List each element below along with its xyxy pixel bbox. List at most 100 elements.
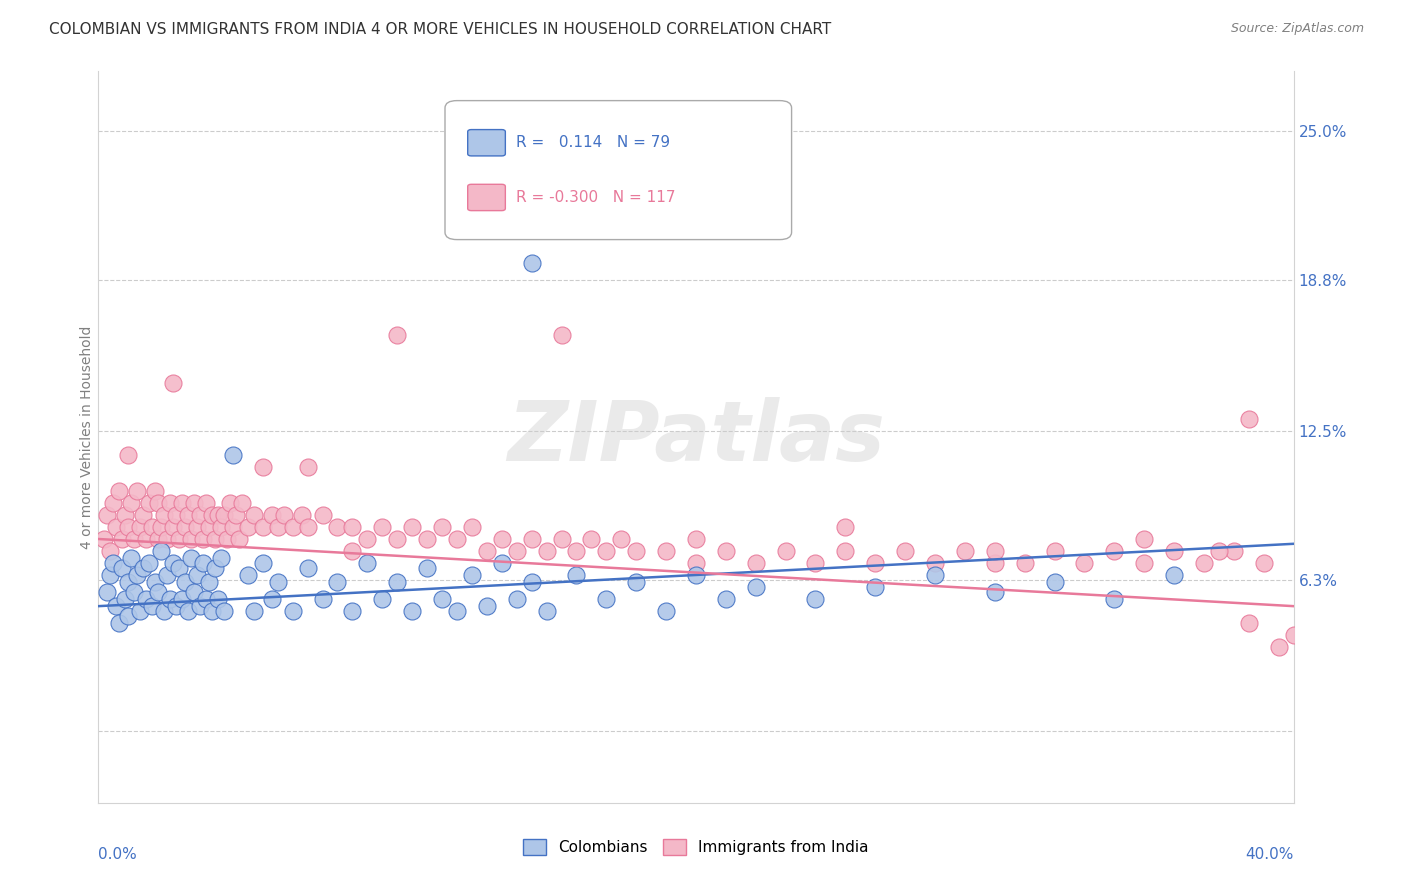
Point bbox=[180, 551, 202, 566]
Point bbox=[114, 508, 136, 522]
Point bbox=[172, 591, 194, 606]
Point bbox=[1267, 640, 1289, 654]
Point bbox=[162, 520, 184, 534]
Point bbox=[804, 556, 827, 570]
Point bbox=[156, 568, 179, 582]
Point bbox=[550, 328, 572, 343]
Point bbox=[714, 591, 737, 606]
Point bbox=[565, 568, 588, 582]
Point bbox=[120, 551, 142, 566]
Point bbox=[446, 604, 468, 618]
Point bbox=[730, 208, 752, 222]
Point bbox=[108, 615, 131, 630]
Point bbox=[924, 568, 946, 582]
Point bbox=[209, 551, 232, 566]
Point bbox=[356, 532, 378, 546]
Point bbox=[129, 520, 152, 534]
Point bbox=[105, 520, 128, 534]
Point bbox=[117, 448, 139, 462]
Point bbox=[183, 584, 205, 599]
Point bbox=[222, 520, 245, 534]
Point bbox=[1237, 412, 1260, 426]
Point bbox=[177, 508, 200, 522]
Point bbox=[219, 496, 242, 510]
Point bbox=[1073, 556, 1095, 570]
Point bbox=[1043, 544, 1066, 558]
Point bbox=[834, 544, 856, 558]
Point bbox=[342, 544, 364, 558]
Y-axis label: 4 or more Vehicles in Household: 4 or more Vehicles in Household bbox=[80, 326, 94, 549]
Point bbox=[188, 508, 211, 522]
Point bbox=[267, 575, 290, 590]
Point bbox=[626, 544, 648, 558]
Point bbox=[127, 568, 149, 582]
Point bbox=[225, 508, 247, 522]
Point bbox=[894, 544, 917, 558]
FancyBboxPatch shape bbox=[468, 129, 505, 156]
Point bbox=[252, 460, 274, 475]
Point bbox=[984, 584, 1007, 599]
Point bbox=[491, 532, 513, 546]
Point bbox=[177, 604, 200, 618]
Point bbox=[550, 532, 572, 546]
Text: COLOMBIAN VS IMMIGRANTS FROM INDIA 4 OR MORE VEHICLES IN HOUSEHOLD CORRELATION C: COLOMBIAN VS IMMIGRANTS FROM INDIA 4 OR … bbox=[49, 22, 831, 37]
Point bbox=[297, 460, 319, 475]
Point bbox=[446, 532, 468, 546]
Point bbox=[165, 599, 187, 614]
Point bbox=[506, 591, 529, 606]
Point bbox=[267, 520, 290, 534]
Point bbox=[655, 604, 678, 618]
Point bbox=[188, 599, 211, 614]
Point bbox=[98, 568, 122, 582]
Point bbox=[174, 575, 197, 590]
Point bbox=[1133, 532, 1156, 546]
Point bbox=[150, 520, 173, 534]
Point bbox=[135, 532, 157, 546]
Point bbox=[243, 508, 266, 522]
Point bbox=[1208, 544, 1230, 558]
Point bbox=[143, 575, 166, 590]
Point bbox=[297, 520, 319, 534]
Point bbox=[475, 599, 498, 614]
Point bbox=[865, 556, 887, 570]
Point bbox=[520, 532, 543, 546]
Point bbox=[231, 496, 253, 510]
Point bbox=[191, 532, 214, 546]
Point bbox=[371, 591, 394, 606]
Point bbox=[201, 604, 224, 618]
FancyBboxPatch shape bbox=[468, 185, 505, 211]
Point bbox=[252, 556, 274, 570]
Point bbox=[984, 544, 1007, 558]
Point bbox=[475, 544, 498, 558]
Point bbox=[148, 584, 170, 599]
Point bbox=[1253, 556, 1275, 570]
Point bbox=[167, 561, 190, 575]
Point bbox=[132, 508, 155, 522]
Point bbox=[236, 568, 259, 582]
Point bbox=[430, 591, 453, 606]
Point bbox=[132, 561, 155, 575]
Point bbox=[141, 520, 163, 534]
Point bbox=[281, 604, 304, 618]
Point bbox=[165, 508, 187, 522]
Point bbox=[984, 556, 1007, 570]
Point bbox=[1014, 556, 1036, 570]
Point bbox=[105, 599, 128, 614]
Point bbox=[506, 544, 529, 558]
Point bbox=[416, 561, 439, 575]
Point bbox=[186, 520, 208, 534]
Point bbox=[167, 532, 190, 546]
Point bbox=[198, 520, 221, 534]
Point bbox=[141, 599, 163, 614]
Point bbox=[714, 544, 737, 558]
Point bbox=[595, 544, 617, 558]
Point bbox=[1133, 556, 1156, 570]
Text: 0.0%: 0.0% bbox=[98, 847, 138, 862]
Point bbox=[953, 544, 976, 558]
Point bbox=[93, 532, 115, 546]
Point bbox=[865, 580, 887, 594]
Point bbox=[191, 556, 214, 570]
Point bbox=[215, 532, 238, 546]
Point bbox=[228, 532, 250, 546]
Point bbox=[430, 520, 453, 534]
